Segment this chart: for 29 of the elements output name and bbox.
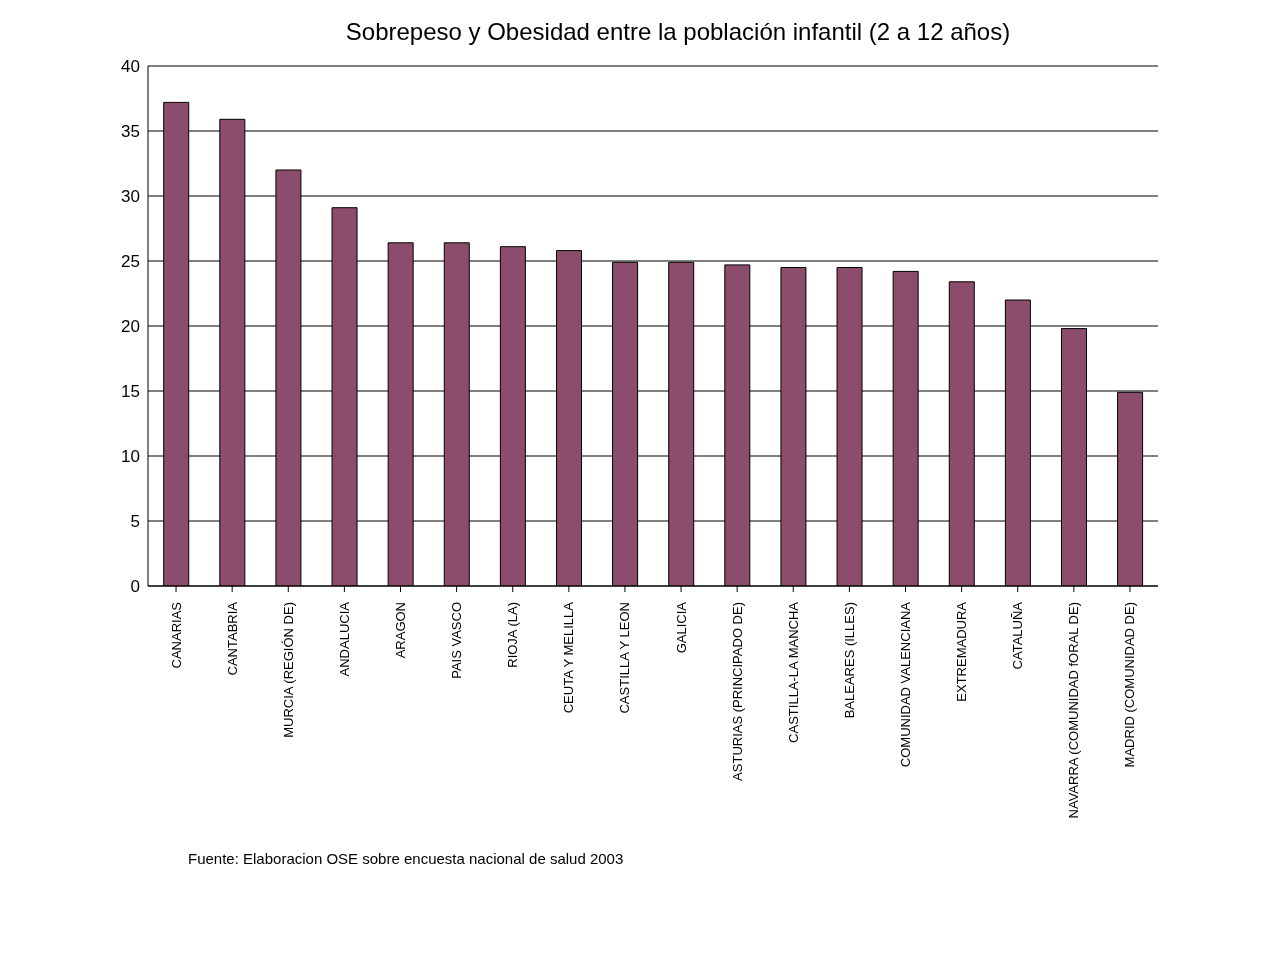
y-tick-label: 20 (121, 317, 140, 337)
x-tick-label: ANDALUCIA (336, 601, 352, 677)
x-tick-label: EXTREMADURA (954, 601, 970, 702)
x-tick-label: MURCIA (REGIÓN DE) (280, 602, 296, 738)
x-tick-label: CEUTA Y MELILLA (561, 601, 577, 714)
source-note: Fuente: Elaboracion OSE sobre encuesta nacional de salud 2003 (188, 850, 625, 867)
x-tick-label: CASTILLA Y LEON (617, 602, 633, 714)
chart-title: Sobrepeso y Obesidad entre la población infantil (2 a 12 años) (344, 17, 1012, 46)
x-tick-label: NAVARRA (COMUNIDAD fORAL DE) (1066, 602, 1082, 819)
y-tick-label: 25 (121, 252, 140, 272)
y-tick-label: 35 (121, 122, 140, 142)
x-tick-label: CASTILLA-LA MANCHA (785, 601, 801, 743)
x-tick-label: CANARIAS (168, 601, 184, 669)
x-tick-label: RIOJA (LA) (505, 602, 521, 668)
x-tick-label: ASTURIAS (PRINCIPADO DE) (729, 602, 745, 781)
y-tick-label: 15 (121, 382, 140, 402)
x-tick-label: CANTABRIA (224, 601, 240, 676)
x-tick-label: ARAGON (393, 602, 408, 659)
y-tick-label: 30 (121, 187, 140, 207)
y-tick-label: 0 (130, 577, 140, 597)
x-tick-label: BALEARES (ILLES) (841, 602, 857, 719)
y-tick-label: 5 (130, 512, 140, 532)
x-tick-label: COMUNIDAD VALENCIANA (898, 601, 913, 768)
x-tick-label: CATALUÑA (1010, 601, 1026, 670)
x-tick-label: MADRID (COMUNIDAD DE) (1122, 602, 1138, 768)
x-tick-label: GALICIA (673, 601, 689, 654)
x-tick-label: PAIS VASCO (449, 602, 465, 679)
y-tick-label: 40 (121, 57, 140, 77)
y-tick-label: 10 (121, 447, 140, 467)
